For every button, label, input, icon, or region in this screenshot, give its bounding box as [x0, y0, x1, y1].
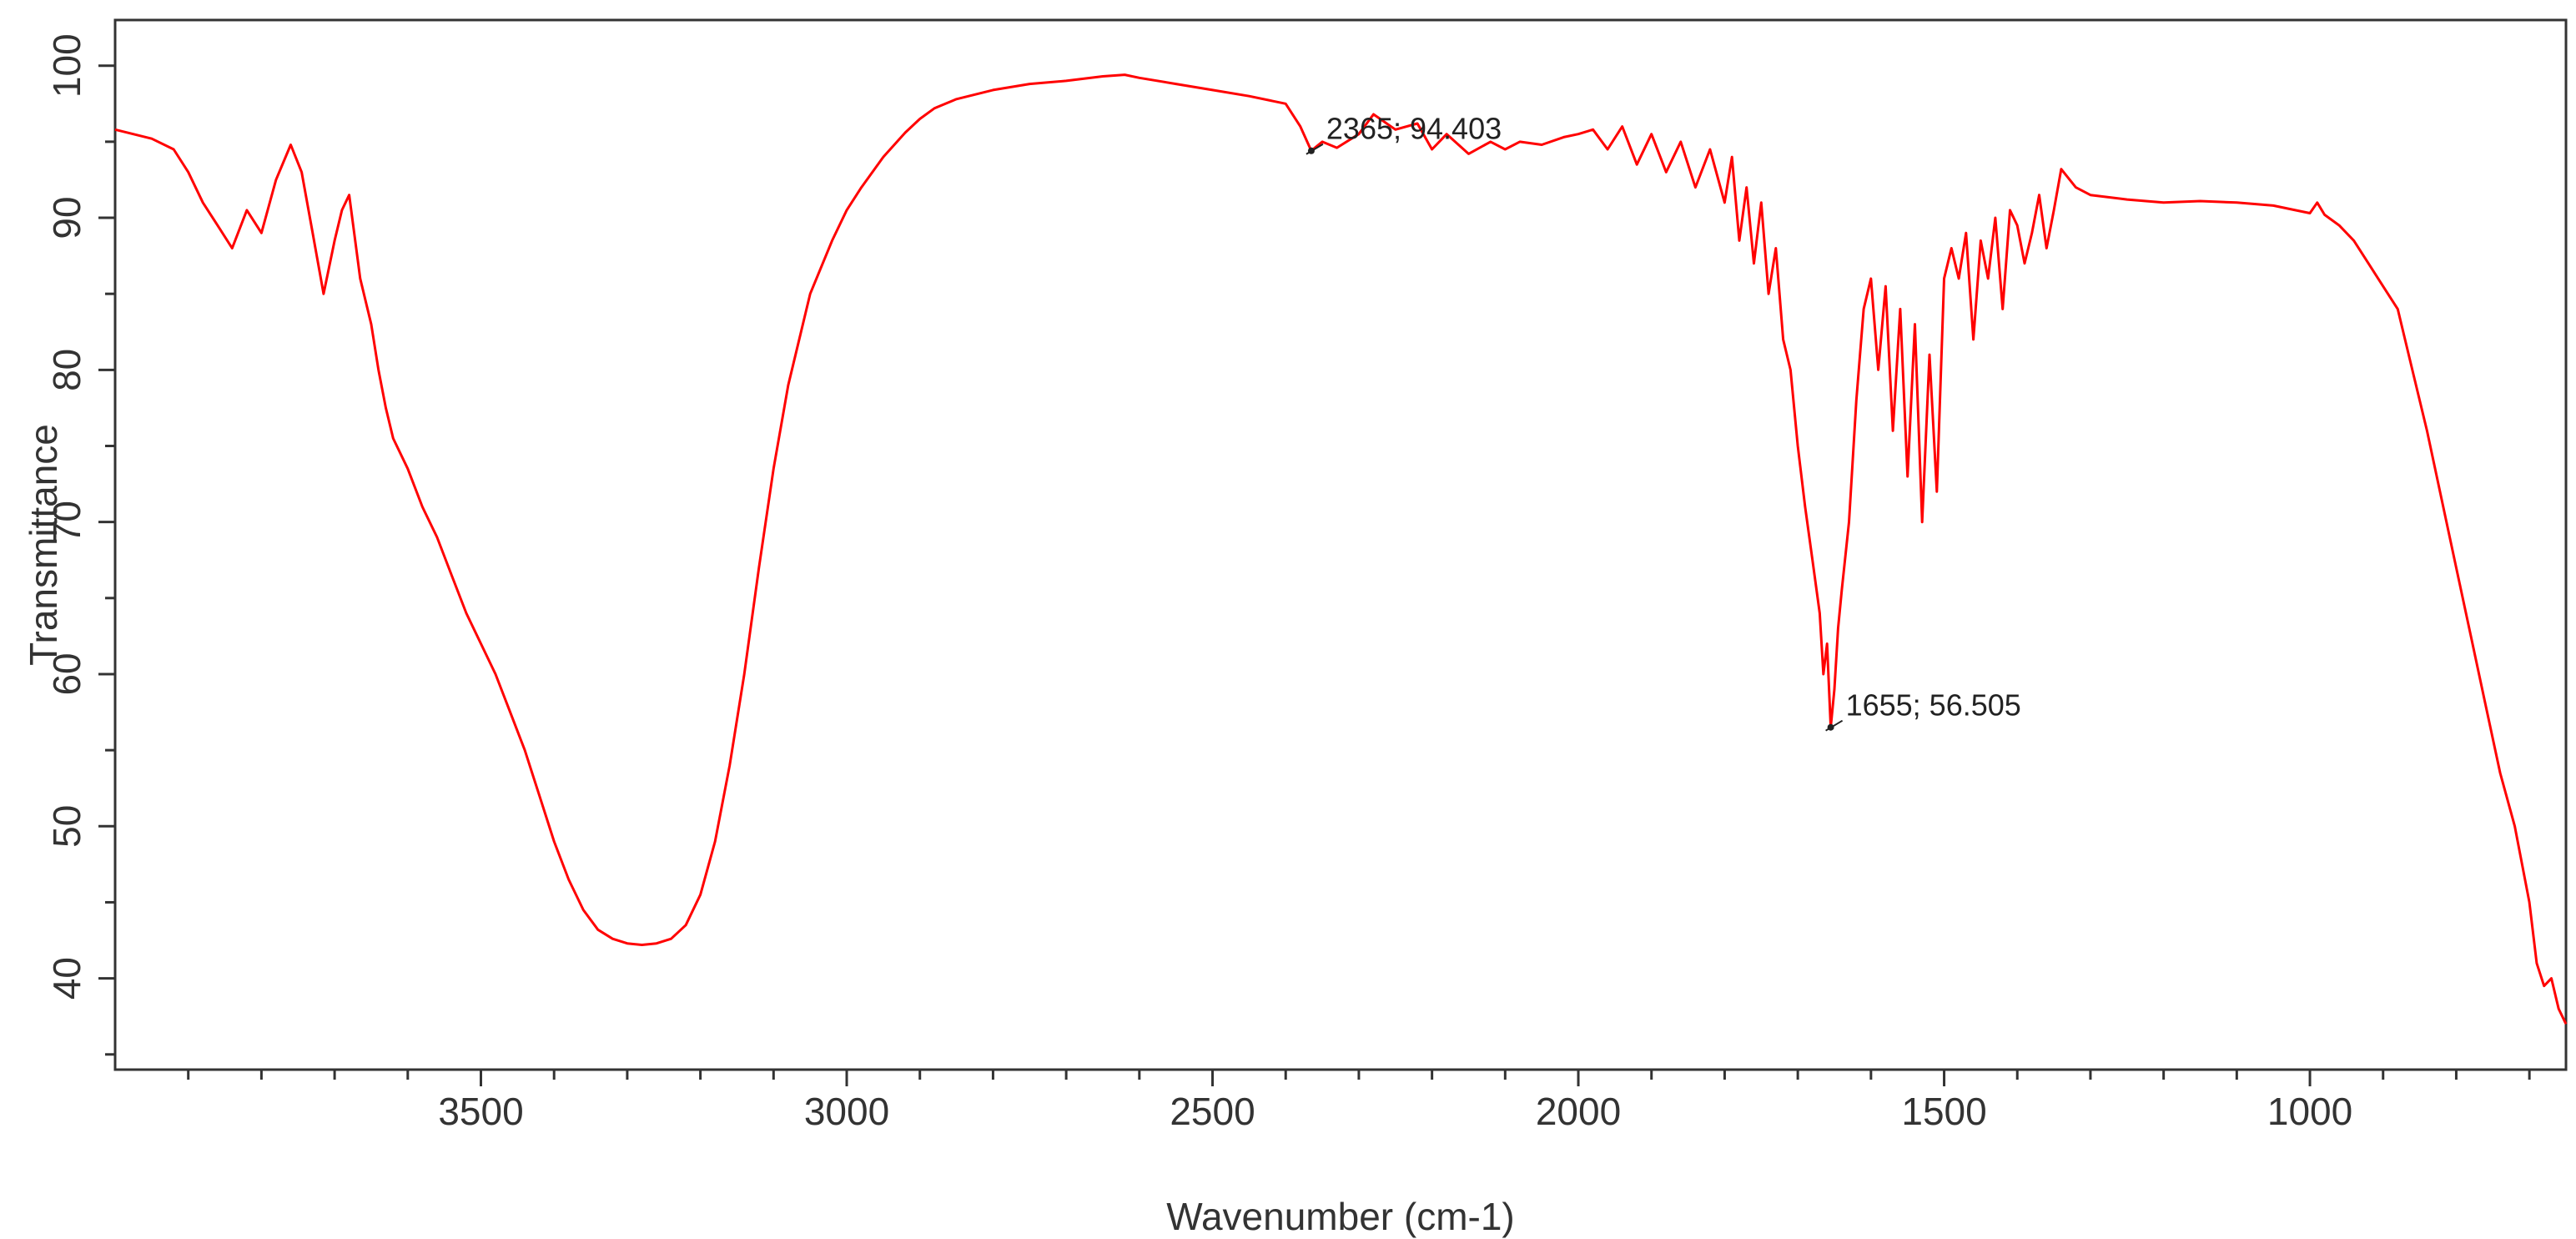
x-tick-label: 2500	[1170, 1090, 1255, 1133]
x-axis: 3500 3000 2500 2000 1500 1000	[187, 1070, 2531, 1133]
annotation-point	[1827, 723, 1834, 731]
x-tick-label: 1500	[1901, 1090, 1986, 1133]
y-tick-label: 90	[45, 196, 88, 239]
y-tick-label: 40	[45, 957, 88, 1000]
spectrum-line	[114, 73, 2568, 1025]
x-axis-title: Wavenumber (cm-1)	[1166, 1195, 1514, 1238]
plot-area	[113, 18, 2568, 1071]
y-axis: 40 50 60 70 80 90 100	[45, 33, 115, 1056]
x-tick-label: 2000	[1536, 1090, 1621, 1133]
annotation-point	[1307, 147, 1315, 154]
annotation-label: 2365; 94.403	[1326, 112, 1502, 146]
x-tick-label: 3500	[438, 1090, 523, 1133]
y-tick-label: 50	[45, 805, 88, 848]
y-tick-label: 80	[45, 349, 88, 391]
y-tick-label: 60	[45, 652, 88, 695]
y-tick-label: 70	[45, 501, 88, 543]
series-layer	[114, 73, 2568, 1025]
y-axis-title: Transmittance	[22, 424, 65, 666]
x-tick-label: 1000	[2267, 1090, 2352, 1133]
x-tick-label: 3000	[804, 1090, 889, 1133]
annotation-label: 1655; 56.505	[1846, 688, 2021, 723]
annotation-layer: 2365; 94.403 1655; 56.505	[1306, 112, 2021, 732]
y-tick-label: 100	[45, 33, 88, 98]
